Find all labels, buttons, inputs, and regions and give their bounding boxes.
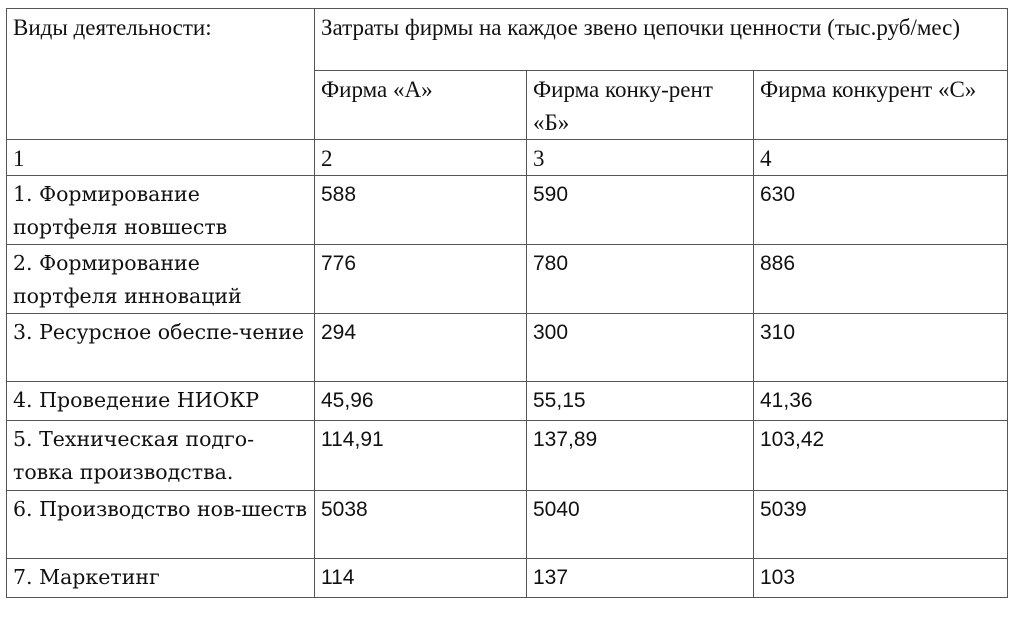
table-row: 6. Производство нов-шеств 5038 5040 5039 xyxy=(6,490,1009,559)
column-number: 2 xyxy=(314,139,527,176)
firm-b-cost: 780 xyxy=(526,244,754,314)
table-row: 2. Формирование портфеля инноваций 776 780… xyxy=(6,244,1009,314)
firm-b-cost: 137,89 xyxy=(526,420,754,491)
activity-cell: 4. Проведение НИОКР xyxy=(6,381,315,421)
table-row: 7. Маркетинг 114 137 103 xyxy=(6,558,1009,598)
activity-cell: 5. Техническая подго-товка производства. xyxy=(6,420,315,491)
firm-c-cost: 41,36 xyxy=(752,381,1009,421)
activity-header: Виды деятельности: xyxy=(6,8,315,140)
table-row: 4. Проведение НИОКР 45,96 55,15 41,36 xyxy=(6,381,1009,421)
firm-a-header: Фирма «А» xyxy=(314,70,527,140)
column-number: 1 xyxy=(6,139,315,176)
table-row: 5. Техническая подго-товка производства.… xyxy=(6,420,1009,491)
activity-cell: 7. Маркетинг xyxy=(6,558,315,598)
firm-c-cost: 310 xyxy=(752,313,1009,382)
firm-a-cost: 5038 xyxy=(314,490,527,559)
activity-cell: 2. Формирование портфеля инноваций xyxy=(6,244,315,314)
activity-cell: 1. Формирование портфеля новшеств xyxy=(6,175,315,245)
header-row: Виды деятельности: Затраты фирмы на кажд… xyxy=(6,8,1009,140)
firm-c-cost: 886 xyxy=(752,244,1009,314)
firm-a-cost: 776 xyxy=(314,244,527,314)
value-chain-costs-table: Виды деятельности: Затраты фирмы на кажд… xyxy=(6,8,1009,598)
firm-c-cost: 630 xyxy=(752,175,1009,245)
numbering-row: 1 2 3 4 xyxy=(6,139,1009,176)
firm-a-cost: 114,91 xyxy=(314,420,527,491)
table-row: 3. Ресурсное обеспе-чение 294 300 310 xyxy=(6,313,1009,382)
table-row: 1. Формирование портфеля новшеств 588 590 6… xyxy=(6,175,1009,245)
firm-c-cost: 103,42 xyxy=(752,420,1009,491)
firm-b-header: Фирма конку-рент «Б» xyxy=(526,70,754,140)
firm-a-cost: 294 xyxy=(314,313,527,382)
firm-b-cost: 55,15 xyxy=(526,381,754,421)
firm-c-cost: 103 xyxy=(752,558,1009,598)
firm-b-cost: 300 xyxy=(526,313,754,382)
firm-c-header: Фирма конкурент «С» xyxy=(752,70,1009,140)
activity-cell: 3. Ресурсное обеспе-чение xyxy=(6,313,315,382)
activity-cell: 6. Производство нов-шеств xyxy=(6,490,315,559)
firm-a-cost: 114 xyxy=(314,558,527,598)
costs-header: Затраты фирмы на каждое звено цепочки це… xyxy=(313,8,1009,71)
column-number: 4 xyxy=(752,139,1009,176)
firms-header-row: Фирма «А» Фирма конку-рент «Б» Фирма кон… xyxy=(7,70,1009,140)
firm-a-cost: 588 xyxy=(314,175,527,245)
firm-a-cost: 45,96 xyxy=(314,381,527,421)
column-number: 3 xyxy=(526,139,754,176)
firm-b-cost: 590 xyxy=(526,175,754,245)
firm-c-cost: 5039 xyxy=(752,490,1009,559)
firm-b-cost: 5040 xyxy=(526,490,754,559)
firm-b-cost: 137 xyxy=(526,558,754,598)
